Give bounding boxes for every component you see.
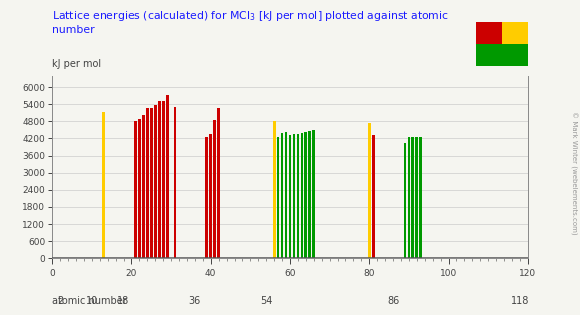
Bar [408,137,410,258]
Bar [142,115,145,258]
Bar [476,44,528,66]
Bar [300,133,303,258]
Text: 86: 86 [387,296,399,306]
Text: 36: 36 [188,296,201,306]
Bar [162,101,165,258]
Bar [419,137,422,258]
Text: 18: 18 [117,296,130,306]
Bar [205,137,208,258]
Bar [281,133,284,258]
Bar [313,130,315,258]
Text: kJ per mol: kJ per mol [52,59,102,69]
Bar [146,108,148,258]
Bar [218,108,220,258]
Bar [134,121,137,258]
Bar [102,112,105,258]
Text: © Mark Winter (webelements.com): © Mark Winter (webelements.com) [570,112,577,235]
Bar [277,137,280,258]
Bar [411,137,414,258]
Bar [368,123,371,258]
Bar [213,120,216,258]
Text: Lattice energies (calculated) for MCl$_{3}$ [kJ per mol] plotted against atomic
: Lattice energies (calculated) for MCl$_{… [52,9,449,35]
Bar [158,101,161,258]
Bar [415,137,418,258]
Bar [292,134,295,258]
Bar [209,134,212,258]
Text: 10: 10 [86,296,98,306]
Bar [173,107,176,258]
Bar [304,132,307,258]
Bar [150,108,153,258]
Bar [289,135,291,258]
Bar [154,105,157,258]
Text: 54: 54 [260,296,273,306]
Bar [502,22,528,44]
Bar [404,143,407,258]
Bar [285,132,288,258]
Text: atomic number: atomic number [52,296,127,306]
Bar [273,121,275,258]
Bar [372,135,375,258]
Bar [296,134,299,258]
Bar [138,119,141,258]
Text: 118: 118 [510,296,529,306]
Bar [476,22,502,44]
Bar [309,130,311,258]
Bar [166,95,169,258]
Text: 2: 2 [57,296,63,306]
